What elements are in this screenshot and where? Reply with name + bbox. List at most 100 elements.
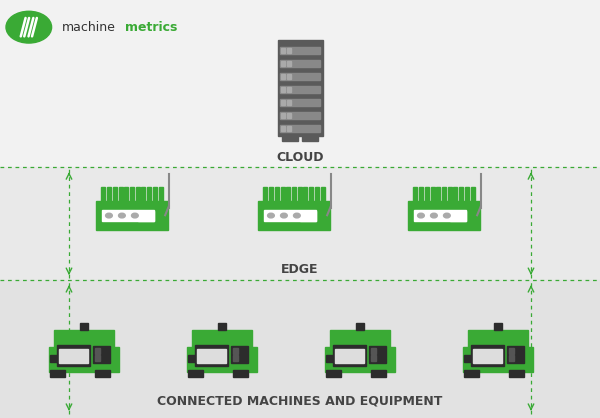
Bar (287, 74, 291, 79)
Circle shape (443, 213, 450, 218)
Bar (218, 324, 226, 330)
Bar (281, 48, 285, 54)
Bar (280, 99, 320, 106)
Bar (300, 211, 316, 221)
Bar (281, 113, 285, 118)
Bar (231, 347, 248, 363)
Text: machine: machine (62, 20, 116, 34)
Bar (49, 347, 119, 372)
Bar (464, 370, 479, 377)
Bar (233, 370, 248, 377)
Bar (269, 187, 273, 201)
Bar (113, 187, 117, 201)
Bar (80, 324, 88, 330)
Bar (326, 370, 341, 377)
Bar (138, 211, 154, 221)
Bar (233, 355, 238, 361)
Bar (287, 87, 291, 92)
Circle shape (119, 213, 125, 218)
Bar (419, 187, 423, 201)
Bar (264, 210, 316, 221)
Bar (187, 347, 257, 372)
Bar (130, 187, 134, 201)
Bar (371, 370, 386, 377)
Bar (286, 187, 290, 201)
Bar (124, 187, 128, 201)
Text: CONNECTED MACHINES AND EQUIPMENT: CONNECTED MACHINES AND EQUIPMENT (157, 395, 443, 408)
Bar (333, 345, 366, 366)
Text: EDGE: EDGE (281, 263, 319, 276)
Bar (0, 167, 600, 280)
Bar (509, 348, 514, 354)
Bar (292, 187, 296, 201)
Bar (330, 330, 390, 347)
Bar (102, 210, 154, 221)
Text: metrics: metrics (125, 20, 177, 34)
Bar (280, 73, 320, 80)
Bar (463, 347, 533, 372)
Bar (287, 61, 291, 66)
Bar (507, 347, 524, 363)
Bar (309, 187, 313, 201)
Bar (275, 187, 279, 201)
Bar (287, 100, 291, 105)
Bar (281, 100, 285, 105)
Circle shape (106, 213, 112, 218)
Bar (57, 345, 90, 366)
Bar (465, 187, 469, 201)
Bar (280, 86, 320, 93)
Bar (287, 126, 291, 131)
Bar (335, 349, 364, 364)
Bar (282, 136, 298, 140)
Circle shape (293, 213, 300, 218)
Bar (356, 324, 364, 330)
Bar (142, 187, 145, 201)
Bar (326, 354, 333, 362)
Bar (280, 112, 320, 119)
Circle shape (268, 213, 274, 218)
Bar (281, 126, 285, 131)
Bar (258, 201, 330, 230)
Bar (464, 354, 471, 362)
Bar (315, 187, 319, 201)
Bar (107, 187, 111, 201)
Bar (371, 348, 376, 354)
Bar (471, 345, 504, 366)
Bar (197, 349, 226, 364)
Bar (93, 347, 110, 363)
Bar (158, 187, 163, 201)
Bar (450, 211, 466, 221)
Bar (509, 370, 524, 377)
Bar (302, 136, 318, 140)
Bar (281, 187, 284, 201)
Bar (304, 187, 307, 201)
Bar (473, 349, 502, 364)
Circle shape (281, 213, 287, 218)
Bar (281, 74, 285, 79)
Bar (494, 324, 502, 330)
Bar (280, 47, 320, 54)
Bar (281, 87, 285, 92)
Bar (188, 354, 195, 362)
Bar (431, 187, 434, 201)
Bar (95, 370, 110, 377)
Bar (414, 210, 466, 221)
Bar (425, 187, 429, 201)
Bar (287, 113, 291, 118)
Bar (470, 187, 475, 201)
Bar (280, 60, 320, 67)
Bar (442, 187, 446, 201)
Bar (509, 355, 514, 361)
Bar (0, 280, 600, 418)
Bar (459, 187, 463, 201)
Bar (0, 0, 600, 167)
Bar (281, 61, 285, 66)
Text: CLOUD: CLOUD (276, 151, 324, 164)
Bar (454, 187, 457, 201)
Bar (195, 345, 228, 366)
Bar (369, 347, 386, 363)
Bar (408, 201, 480, 230)
Bar (371, 355, 376, 361)
Bar (136, 187, 140, 201)
Bar (50, 354, 57, 362)
